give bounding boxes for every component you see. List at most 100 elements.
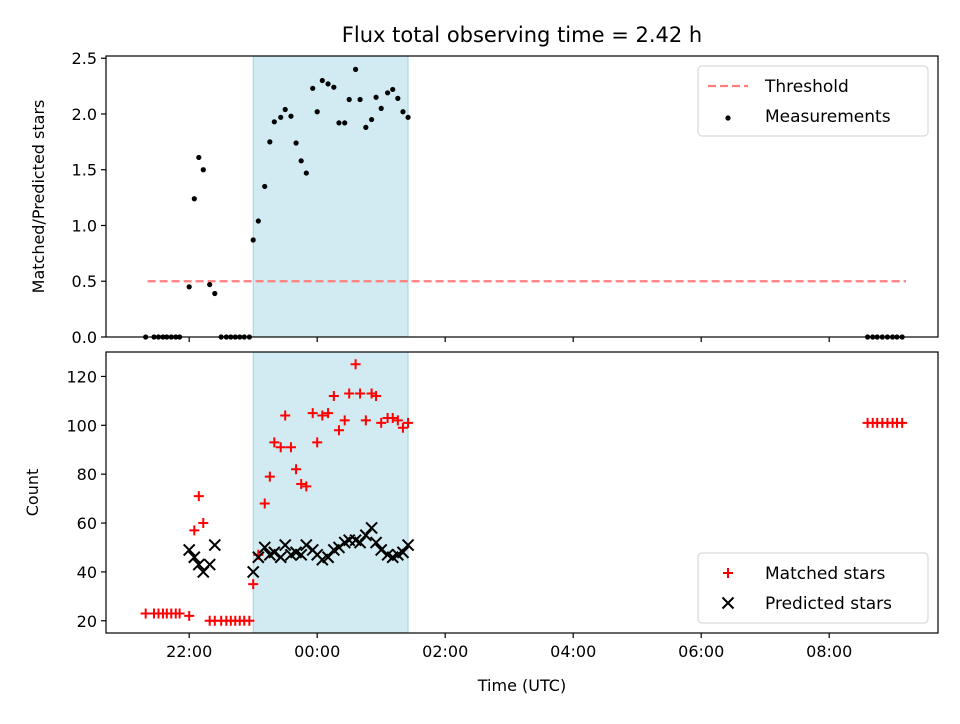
matched-star-point [355, 388, 366, 399]
matched-star-point [397, 422, 408, 433]
predicted-star-point [374, 543, 388, 557]
predicted-star-point [300, 538, 313, 552]
predicted-star-point [274, 551, 287, 564]
series-predicted-stars [182, 521, 415, 579]
measurement-point [346, 96, 352, 103]
y-tick-label: 20 [77, 612, 97, 631]
measurement-point [200, 167, 206, 173]
matched-star-point [392, 415, 403, 426]
matched-star-point [307, 408, 318, 419]
legend-label: Threshold [764, 77, 849, 97]
matched-star-point [285, 442, 296, 453]
matched-star-point [280, 410, 291, 421]
predicted-star-point [252, 551, 265, 564]
measurement-point [314, 109, 320, 115]
measurement-point [357, 96, 363, 103]
measurement-point [369, 116, 375, 123]
measurement-point [395, 95, 401, 101]
legend: Threshold Measurements [697, 65, 929, 137]
legend-label: Predicted stars [765, 594, 892, 614]
matched-star-point [403, 417, 414, 428]
observing-window-band [252, 55, 409, 338]
matched-star-point [174, 608, 185, 619]
measurement-point [278, 114, 284, 120]
matched-star-point [189, 525, 200, 536]
matched-star-point [897, 417, 908, 428]
axes-frame [105, 351, 939, 634]
measurement-point [353, 66, 359, 72]
matched-star-point [360, 415, 371, 426]
observing-window-band [252, 351, 409, 634]
legend-swatch [723, 568, 733, 578]
matched-star-point [376, 417, 387, 428]
matched-star-point [344, 388, 355, 399]
matched-star-point [312, 437, 323, 448]
measurement-point [196, 154, 202, 161]
measurement-point [363, 124, 369, 130]
matched-star-point [328, 390, 339, 401]
measurement-point [325, 81, 331, 87]
ratio-panel: 0.0 0.5 1.0 1.5 2.0 2.5 Matched/Predicted star… [29, 49, 939, 347]
figure-title: Flux total observing time = 2.42 h [342, 23, 702, 47]
measurement-point [385, 90, 391, 96]
measurement-point [303, 170, 309, 176]
measurement-point [212, 290, 218, 297]
axes-frame [105, 55, 939, 338]
x-axis-label: Time (UTC) [477, 676, 566, 695]
matched-star-point [184, 610, 195, 621]
predicted-star-point [268, 546, 281, 559]
matched-star-point [259, 498, 270, 509]
measurement-point [342, 120, 348, 126]
measurement-point [207, 281, 213, 288]
measurement-point [405, 114, 411, 120]
legend: Matched stars Predicted stars [697, 552, 929, 624]
predicted-star-point [294, 548, 308, 562]
legend-label: Matched stars [765, 564, 885, 584]
measurement-point [267, 139, 273, 145]
matched-star-point [244, 615, 255, 626]
measurement-point [186, 284, 192, 290]
measurement-point [250, 237, 256, 243]
measurement-point [331, 84, 337, 90]
measurement-point [282, 106, 288, 113]
y-tick-label: 1.0 [72, 216, 97, 235]
y-tick-label: 1.5 [72, 161, 97, 180]
predicted-star-point [353, 536, 367, 549]
measurement-point [378, 105, 384, 112]
matched-star-point [323, 408, 334, 419]
matched-star-point [339, 415, 350, 426]
series-matched-stars [140, 359, 908, 626]
predicted-star-point [396, 546, 410, 559]
x-tick-label: 02:00 [422, 642, 468, 661]
y-tick-label: 40 [77, 563, 97, 582]
matched-star-point [296, 478, 307, 489]
count-panel: 22:00 00:00 02:00 04:00 06:00 08:00 20 40 60 80 10… [23, 351, 939, 695]
y-tick-label: 100 [66, 416, 97, 435]
measurement-point [271, 119, 277, 125]
y-tick-label: 120 [66, 367, 97, 386]
matched-star-point [193, 491, 204, 502]
predicted-star-point [401, 538, 415, 552]
matched-star-point [291, 464, 302, 475]
legend-box [697, 65, 929, 137]
measurement-point [310, 85, 316, 91]
matched-star-point [387, 412, 398, 423]
matched-star-point [301, 481, 312, 492]
matched-star-point [275, 442, 286, 453]
x-tick-label: 08:00 [806, 642, 852, 661]
predicted-star-point [278, 538, 292, 552]
predicted-star-point [246, 565, 260, 579]
measurement-point [373, 94, 379, 100]
y-axis-label: Matched/Predicted stars [29, 100, 48, 294]
legend-swatch [725, 115, 731, 121]
y-tick-label: 0.5 [72, 272, 97, 291]
x-tick-label: 04:00 [550, 642, 596, 661]
measurement-point [319, 77, 325, 84]
measurement-point [400, 109, 406, 115]
predicted-star-point [365, 521, 378, 535]
series-measurements [143, 66, 905, 340]
matched-star-point [248, 579, 259, 590]
predicted-star-point [208, 538, 222, 552]
legend-swatch [721, 596, 735, 610]
